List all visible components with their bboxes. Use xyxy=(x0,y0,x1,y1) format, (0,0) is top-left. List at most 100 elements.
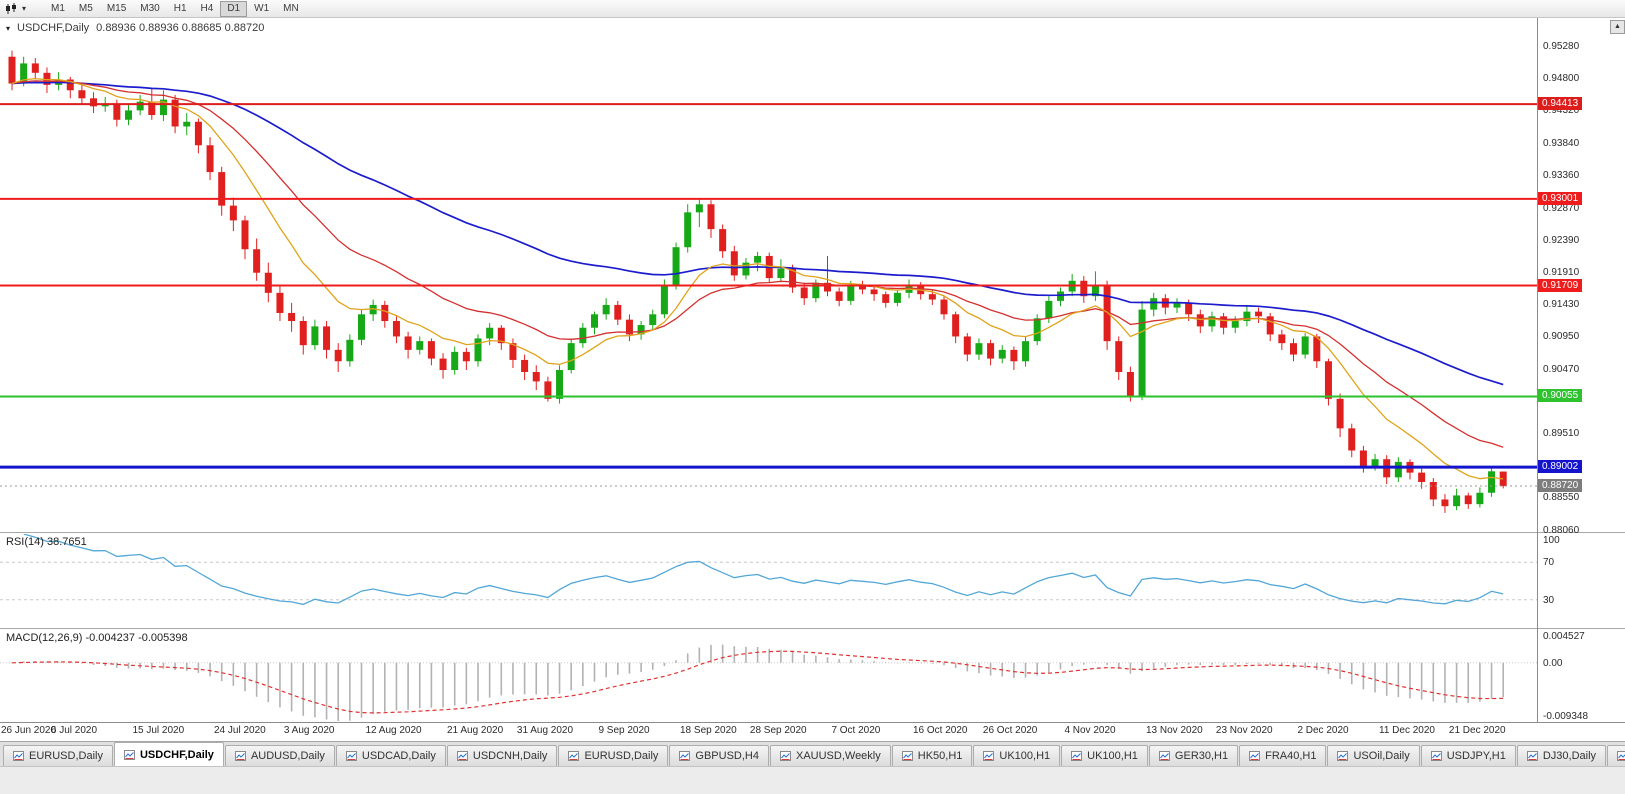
time-axis-label: 31 Aug 2020 xyxy=(516,725,574,736)
chart-tab-DJ30,Daily[interactable]: DJ30,Daily xyxy=(1516,745,1607,766)
mini-chart-icon xyxy=(679,751,691,761)
macd-label: MACD(12,26,9) -0.004237 -0.005398 xyxy=(6,632,188,644)
chart-tab-USDCAD,Daily[interactable]: USDCAD,Daily xyxy=(335,745,446,766)
chart-tab-label: EURUSD,Daily xyxy=(29,750,103,762)
time-axis-label: 21 Aug 2020 xyxy=(447,725,504,736)
mini-chart-icon xyxy=(13,751,24,761)
time-axis-label: 24 Jul 2020 xyxy=(214,725,266,736)
price-axis-label: 0.90470 xyxy=(1543,364,1580,375)
chart-tab-label: UK100,H1 xyxy=(1087,750,1138,762)
timeframe-button-M5[interactable]: M5 xyxy=(78,2,93,14)
price-axis-label: 0.93360 xyxy=(1543,170,1580,181)
timeframe-button-W1[interactable]: W1 xyxy=(254,2,270,14)
time-axis-label: 7 Oct 2020 xyxy=(831,725,881,736)
macd-signal-line xyxy=(11,650,1504,714)
price-axis-label: 0.93840 xyxy=(1543,138,1580,149)
price-axis-label: 0.91430 xyxy=(1543,299,1580,310)
price-axis-label: 0.92390 xyxy=(1543,235,1580,246)
candlestick-chart-icon[interactable] xyxy=(4,2,19,15)
price-chart-canvas[interactable] xyxy=(0,18,1537,532)
pane-separator[interactable] xyxy=(0,532,1625,533)
price-axis-label: 0.89510 xyxy=(1543,428,1580,439)
chart-tab-HK50,H1[interactable]: HK50,H1 xyxy=(891,745,973,766)
chart-tab-label: HK50,H1 xyxy=(917,750,963,762)
chart-tab-label: FRA40,H1 xyxy=(1265,750,1317,762)
timeframe-buttons: M1 M5 M15 M30 H1 H4 D1 W1 MN xyxy=(44,0,306,17)
timeframe-button-M30[interactable]: M30 xyxy=(140,2,160,14)
mini-chart-icon xyxy=(456,751,468,761)
chart-tab-FRA40,H1[interactable]: FRA40,H1 xyxy=(1239,745,1327,766)
time-axis-label: 12 Aug 2020 xyxy=(365,725,422,736)
chart-tab-XAUUSD,Weekly[interactable]: XAUUSD,Weekly xyxy=(769,745,891,766)
chart-type-controls: ▾ xyxy=(4,2,27,15)
timeframe-button-D1[interactable]: D1 xyxy=(220,0,248,17)
time-axis-border xyxy=(0,722,1625,723)
chart-tab-USOil,Daily[interactable]: USOil,Daily xyxy=(1327,745,1420,766)
price-axis-label: 0.92870 xyxy=(1543,203,1580,214)
time-axis-label: 23 Nov 2020 xyxy=(1215,725,1273,736)
time-axis-label: 13 Nov 2020 xyxy=(1146,725,1203,736)
chart-tab-UK100,H1[interactable]: UK100,H1 xyxy=(973,745,1061,766)
chart-title: ▾ USDCHF,Daily 0.88936 0.88936 0.88685 0… xyxy=(6,22,264,34)
rsi-label: RSI(14) 38.7651 xyxy=(6,536,87,548)
chart-scroll-button[interactable]: ▲ xyxy=(1610,20,1625,34)
timeframe-button-M1[interactable]: M1 xyxy=(51,2,65,14)
time-axis-label: 4 Nov 2020 xyxy=(1064,725,1116,736)
time-axis-label: 3 Aug 2020 xyxy=(283,725,335,736)
chart-tab-USDCHF,Daily[interactable]: USDCHF,Daily xyxy=(113,742,224,766)
chart-tab-USDJPY,H1[interactable]: USDJPY,H1 xyxy=(1420,745,1516,766)
chart-tab-GBPUSD,H4[interactable]: GBPUSD,H4 xyxy=(669,745,769,766)
time-axis-label: 11 Dec 2020 xyxy=(1379,725,1435,736)
time-axis-label: 26 Oct 2020 xyxy=(982,725,1038,736)
price-axis-label: 0.90950 xyxy=(1543,331,1580,342)
chart-tab-label: EURUSD,Daily xyxy=(584,750,659,762)
chart-tab-EURUSD,Daily[interactable]: EURUSD,Daily xyxy=(3,745,113,766)
mini-chart-icon xyxy=(568,751,580,761)
mini-chart-icon xyxy=(1337,751,1349,761)
price-axis-label: 0.95280 xyxy=(1543,41,1580,52)
mini-chart-icon xyxy=(1158,751,1170,761)
rsi-axis-label: 100 xyxy=(1543,535,1560,546)
chart-tab-AUDUSD,Daily[interactable]: AUDUSD,Daily xyxy=(224,745,335,766)
timeframe-button-H4[interactable]: H4 xyxy=(200,2,214,14)
chart-tab-EURUSD,Daily[interactable]: EURUSD,Daily xyxy=(558,745,669,766)
mini-chart-icon xyxy=(1617,751,1625,761)
rsi-indicator-canvas[interactable] xyxy=(0,534,1537,628)
rsi-line xyxy=(23,534,1504,606)
moving-average-10 xyxy=(11,77,1504,480)
timeframe-button-H1[interactable]: H1 xyxy=(173,2,187,14)
chart-tab-GER30,H1[interactable]: GER30,H1 xyxy=(1148,745,1239,766)
chart-tab-label: GBPUSD,H4 xyxy=(695,750,759,762)
pane-separator[interactable] xyxy=(0,628,1625,629)
collapse-triangle-icon[interactable]: ▾ xyxy=(6,23,11,33)
mini-chart-icon xyxy=(779,751,791,761)
chart-tab-label: USDJPY,H1 xyxy=(1446,750,1506,762)
chevron-down-icon[interactable]: ▾ xyxy=(22,4,27,13)
time-axis-label: 15 Jul 2020 xyxy=(132,725,185,736)
timeframe-button-M15[interactable]: M15 xyxy=(106,2,127,14)
chart-tab-label: USOil,Daily xyxy=(1353,750,1410,762)
price-axis-border xyxy=(1537,18,1538,723)
timeframe-button-MN[interactable]: MN xyxy=(283,2,299,14)
chart-tab-label: DJ30,Daily xyxy=(1542,750,1597,762)
macd-indicator-canvas[interactable] xyxy=(0,630,1537,722)
chart-ohlc-values: 0.88936 0.88936 0.88685 0.88720 xyxy=(96,22,265,34)
macd-axis-label: -0.009348 xyxy=(1543,711,1589,722)
time-axis-label: 18 Sep 2020 xyxy=(680,725,737,736)
price-axis-label: 0.91910 xyxy=(1543,267,1580,278)
chart-tab-CHINA300,H1[interactable]: CHINA300,H1 xyxy=(1607,745,1625,766)
price-axis-label: 0.88550 xyxy=(1543,492,1580,503)
mini-chart-icon xyxy=(123,749,135,760)
mini-chart-icon xyxy=(345,751,357,761)
price-line-badge: 0.94413 xyxy=(1538,97,1583,110)
chart-tab-UK100,H1[interactable]: UK100,H1 xyxy=(1061,745,1148,766)
time-axis-label: 28 Sep 2020 xyxy=(749,725,807,736)
chart-tab-bar: EURUSD,Daily USDCHF,Daily AUDUSD,Daily USDC… xyxy=(0,741,1625,766)
mini-chart-icon xyxy=(983,751,995,761)
price-axis-label: 0.94320 xyxy=(1543,105,1580,116)
rsi-axis-label: 30 xyxy=(1543,595,1555,606)
chart-tab-USDCNH,Daily[interactable]: USDCNH,Daily xyxy=(446,745,558,766)
chart-tab-label: UK100,H1 xyxy=(999,750,1051,762)
macd-axis-label: 0.004527 xyxy=(1543,631,1585,642)
